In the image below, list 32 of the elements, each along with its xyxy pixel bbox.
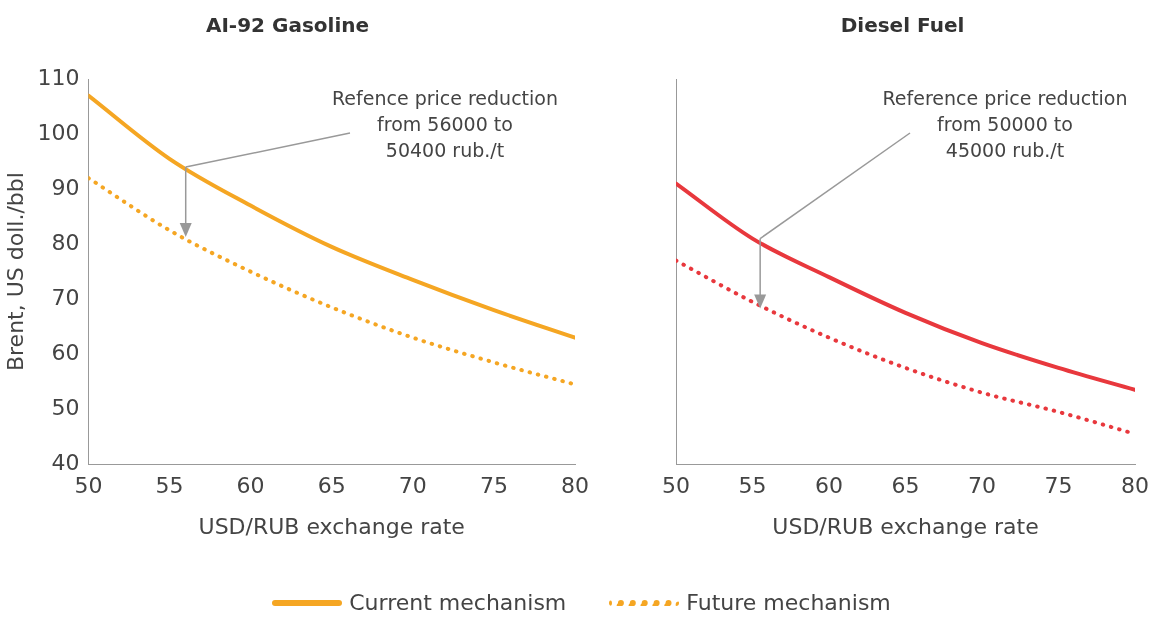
x-tick-label: 80	[1121, 473, 1149, 499]
x-tick-label: 75	[479, 473, 508, 499]
x-axis-title: USD/RUB exchange rate	[198, 513, 465, 539]
x-tick-label: 50	[74, 473, 103, 499]
annotation: Reference price reduction from 50000 to 45000 rub./t	[882, 87, 1128, 162]
y-tick-label: 110	[37, 64, 80, 90]
x-tick-label: 60	[815, 473, 843, 499]
x-tick-label: 70	[968, 473, 996, 499]
y-tick-label: 60	[51, 339, 80, 365]
y-tick-label: 100	[37, 119, 80, 145]
chart-title: Diesel Fuel	[840, 13, 965, 38]
line-series	[88, 176, 575, 387]
x-tick-label: 65	[317, 473, 346, 499]
y-tick-label: 90	[51, 174, 80, 200]
x-tick-label: 80	[561, 473, 589, 499]
chart-title: AI-92 Gasoline	[205, 13, 370, 38]
legend-label: Current mechanism	[349, 590, 567, 615]
y-tick-label: 50	[51, 394, 80, 420]
x-tick-label: 55	[155, 473, 184, 499]
y-tick-label: 40	[51, 449, 80, 475]
x-tick-label: 65	[891, 473, 920, 499]
y-tick-label: 80	[51, 229, 80, 255]
x-tick-label: 55	[738, 473, 767, 499]
legend-label: Future mechanism	[686, 590, 891, 615]
x-tick-label: 50	[662, 473, 690, 499]
y-axis-title: Brent, US doll./bbl	[2, 172, 28, 372]
x-tick-label: 60	[236, 473, 265, 499]
y-tick-label: 70	[51, 284, 80, 310]
x-tick-label: 75	[1044, 473, 1073, 499]
x-tick-label: 70	[398, 473, 427, 499]
x-axis-title: USD/RUB exchange rate	[772, 513, 1039, 539]
annotation: Refence price reduction from 56000 to 50400 rub./t	[332, 87, 558, 162]
